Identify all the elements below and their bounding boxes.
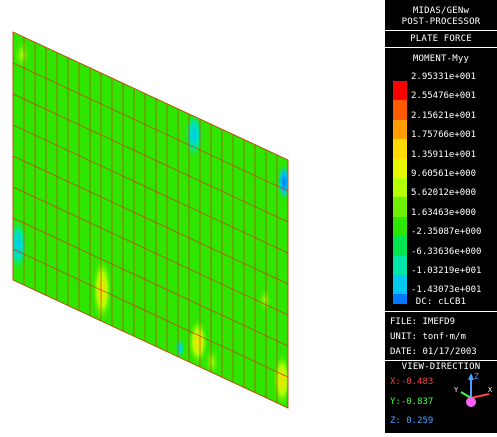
mesh-line-horizontal bbox=[12, 186, 289, 316]
svg-text:X: X bbox=[488, 386, 493, 394]
legend-swatch bbox=[393, 139, 407, 159]
view-z: Z: 0.259 bbox=[390, 416, 434, 426]
file-name: FILE: IMEFD9 bbox=[390, 317, 456, 327]
divider bbox=[385, 30, 497, 31]
divider bbox=[385, 311, 497, 312]
legend-row: 2.55476e+001 bbox=[393, 91, 493, 120]
svg-text:Y: Y bbox=[454, 386, 459, 394]
legend-row: 9.60561e+000 bbox=[393, 168, 493, 198]
svg-text:Z: Z bbox=[474, 372, 479, 381]
legend-label: 5.62012e+000 bbox=[411, 188, 477, 199]
legend-swatch bbox=[393, 255, 407, 275]
legend-row: -1.43073e+001 bbox=[393, 285, 493, 305]
legend-swatch bbox=[393, 81, 407, 101]
legend-swatch bbox=[393, 119, 407, 140]
legend-label: -1.43073e+001 bbox=[411, 285, 482, 296]
legend-row: 2.15621e+001 bbox=[393, 110, 493, 140]
legend-swatch bbox=[393, 236, 407, 256]
view-y: Y:-0.837 bbox=[390, 397, 434, 407]
mesh-line-horizontal bbox=[12, 248, 289, 378]
legend-label: 1.35911e+001 bbox=[411, 149, 477, 160]
plate-mesh-grid bbox=[12, 37, 289, 403]
legend-label: 1.75766e+001 bbox=[411, 130, 477, 141]
legend-row: -6.33636e+000 bbox=[393, 246, 493, 275]
program-name: MIDAS/GENw bbox=[412, 6, 470, 16]
legend-row: 1.75766e+001 bbox=[393, 130, 493, 159]
legend-row: -1.03219e+001 bbox=[393, 265, 493, 295]
module-name: POST-PROCESSOR bbox=[401, 17, 481, 27]
legend-label: -1.03219e+001 bbox=[411, 265, 482, 276]
divider bbox=[385, 47, 497, 48]
legend-label: -2.35087e+000 bbox=[411, 227, 482, 238]
legend-label: 2.15621e+001 bbox=[411, 110, 477, 121]
legend-swatch bbox=[393, 197, 407, 217]
legend-label: 1.63463e+000 bbox=[411, 207, 477, 218]
legend-swatch bbox=[393, 294, 407, 305]
view-direction-title: VIEW-DIRECTION bbox=[401, 362, 481, 372]
contour-legend: 2.95331e+001 2.55476e+001 2.15621e+001 1.75… bbox=[393, 72, 493, 305]
legend-label: 2.55476e+001 bbox=[411, 91, 477, 102]
legend-swatch bbox=[393, 274, 407, 295]
legend-row: 1.63463e+000 bbox=[393, 207, 493, 237]
legend-swatch bbox=[393, 216, 407, 237]
mesh-line-horizontal bbox=[12, 62, 289, 192]
divider bbox=[385, 360, 497, 361]
plate-outline bbox=[12, 31, 289, 409]
plate-contour-plot bbox=[12, 31, 289, 409]
date: DATE: 01/17/2003 bbox=[390, 347, 477, 357]
mesh-line-horizontal bbox=[12, 93, 289, 223]
model-viewport[interactable] bbox=[0, 0, 385, 433]
axis-triad-icon: Z X Y bbox=[454, 372, 493, 407]
legend-swatch bbox=[393, 177, 407, 198]
result-component: MOMENT-Myy bbox=[412, 54, 470, 64]
legend-row: 5.62012e+000 bbox=[393, 188, 493, 217]
mesh-line-horizontal bbox=[12, 124, 289, 254]
legend-swatch bbox=[393, 158, 407, 178]
legend-label: 9.60561e+000 bbox=[411, 168, 477, 179]
view-x: X:-0.483 bbox=[390, 377, 434, 387]
unit: UNIT: tonf·m/m bbox=[390, 332, 466, 342]
result-type: PLATE FORCE bbox=[410, 34, 472, 44]
legend-row: -2.35087e+000 bbox=[393, 227, 493, 256]
load-case: DC: cLCB1 bbox=[415, 297, 467, 307]
legend-row: 1.35911e+001 bbox=[393, 149, 493, 178]
legend-swatch bbox=[393, 100, 407, 120]
legend-label: 2.95331e+001 bbox=[411, 72, 477, 82]
legend-row: 2.95331e+001 bbox=[393, 72, 493, 101]
legend-panel: MIDAS/GENw POST-PROCESSOR PLATE FORCE MO… bbox=[385, 0, 497, 433]
legend-label: -6.33636e+000 bbox=[411, 246, 482, 257]
mesh-line-horizontal bbox=[12, 155, 289, 285]
contour-hotspots bbox=[13, 37, 288, 408]
mesh-line-horizontal bbox=[12, 217, 289, 347]
